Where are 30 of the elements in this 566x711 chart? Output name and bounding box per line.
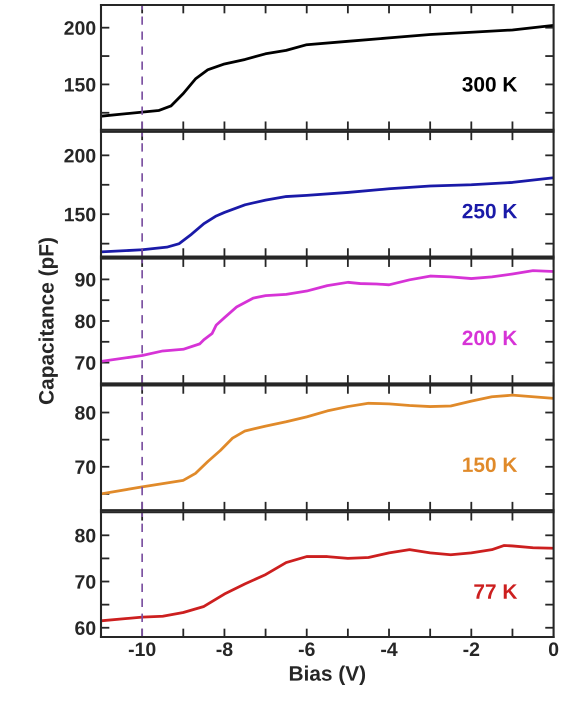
line-series <box>101 24 554 118</box>
x-tick-label: -2 <box>463 642 480 656</box>
y-axis-title: Capacitance (pF) <box>38 238 58 404</box>
y-tick-label: 70 <box>75 575 96 589</box>
y-tick-label: 80 <box>75 314 96 328</box>
y-tick-label: 150 <box>64 78 96 92</box>
x-tick-label: -6 <box>298 642 315 656</box>
y-tick-label: 150 <box>64 208 96 222</box>
text: 200 K <box>462 330 518 346</box>
x-tick-label: -8 <box>216 642 232 656</box>
y-tick-label: 80 <box>75 528 96 543</box>
line-series <box>101 394 554 496</box>
y-tick-label: 200 <box>64 148 96 163</box>
line-series <box>101 269 554 363</box>
y-tick-label: 200 <box>64 21 96 35</box>
x-tick-label: 0 <box>548 642 558 656</box>
line-series <box>101 176 554 254</box>
text: 150 K <box>463 457 518 472</box>
y-tick-label: 70 <box>75 356 96 370</box>
x-tick-label: -4 <box>381 642 398 656</box>
x-axis-title: Bias (V) <box>290 666 366 685</box>
y-tick-label: 70 <box>75 460 96 474</box>
y-tick-label: 80 <box>75 406 96 420</box>
line-series <box>101 544 554 622</box>
series-label: 77 K <box>474 584 518 599</box>
text: 300 K <box>462 76 518 92</box>
series-label: 250 K <box>462 204 518 219</box>
x-tick-label: -10 <box>128 642 156 656</box>
y-tick-label: 90 <box>75 272 96 287</box>
y-tick-label: 60 <box>75 621 96 635</box>
